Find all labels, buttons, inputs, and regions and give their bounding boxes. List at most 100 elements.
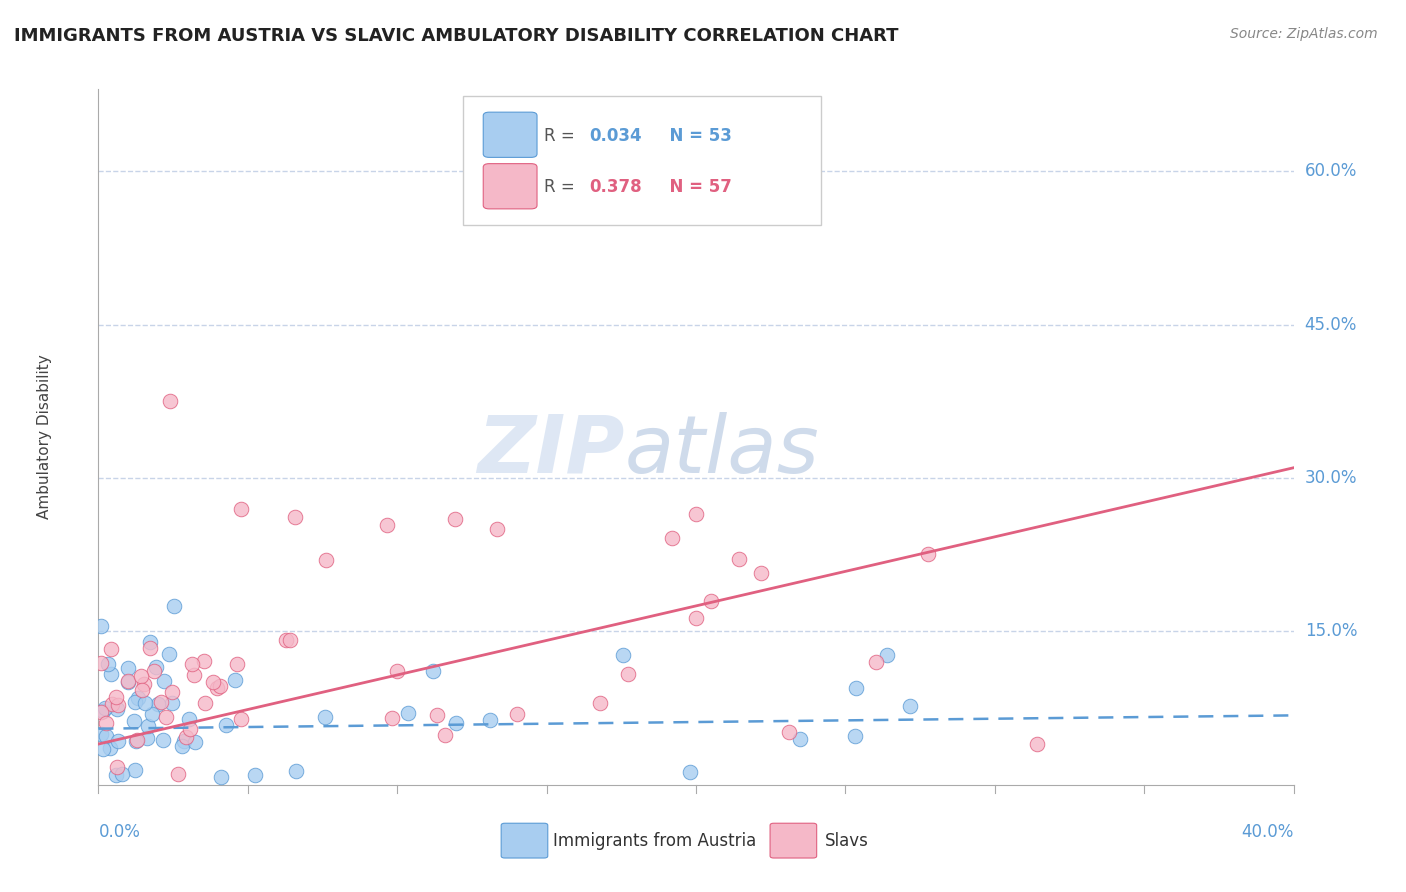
Point — [845, 681, 868, 695]
Point — [284, 510, 307, 524]
Point — [101, 697, 124, 711]
Text: ZIP: ZIP — [477, 412, 624, 490]
Point — [96, 729, 118, 743]
Text: Immigrants from Austria: Immigrants from Austria — [553, 831, 756, 849]
Point — [588, 697, 610, 711]
Text: 45.0%: 45.0% — [1305, 316, 1357, 334]
Point — [207, 681, 229, 695]
FancyBboxPatch shape — [484, 163, 537, 209]
Point — [180, 657, 202, 672]
Text: Source: ZipAtlas.com: Source: ZipAtlas.com — [1230, 27, 1378, 41]
Point — [751, 566, 773, 581]
Text: IMMIGRANTS FROM AUSTRIA VS SLAVIC AMBULATORY DISABILITY CORRELATION CHART: IMMIGRANTS FROM AUSTRIA VS SLAVIC AMBULA… — [14, 27, 898, 45]
Text: R =: R = — [544, 178, 581, 196]
Text: 40.0%: 40.0% — [1241, 823, 1294, 841]
Point — [91, 705, 114, 719]
Point — [134, 697, 156, 711]
Point — [127, 733, 149, 747]
Point — [612, 648, 634, 662]
Point — [157, 647, 180, 661]
Point — [685, 507, 707, 521]
Point — [194, 697, 217, 711]
FancyBboxPatch shape — [484, 112, 537, 157]
FancyBboxPatch shape — [463, 96, 821, 225]
Point — [90, 727, 112, 741]
Point — [865, 656, 887, 670]
Point — [90, 657, 112, 671]
Point — [700, 594, 723, 608]
Text: atlas: atlas — [624, 412, 820, 490]
Point — [898, 698, 921, 713]
Text: 15.0%: 15.0% — [1305, 623, 1357, 640]
Point — [125, 734, 148, 748]
Point — [90, 619, 112, 633]
Point — [117, 660, 139, 674]
Point — [100, 667, 122, 681]
Point — [209, 679, 232, 693]
Point — [172, 739, 194, 754]
Point — [789, 732, 811, 747]
Text: N = 53: N = 53 — [658, 127, 731, 145]
Text: 0.0%: 0.0% — [98, 823, 141, 841]
Point — [444, 512, 467, 526]
Point — [617, 667, 640, 681]
Point — [177, 712, 200, 726]
Point — [778, 725, 800, 739]
Point — [105, 768, 128, 782]
Point — [139, 634, 162, 648]
Point — [105, 701, 128, 715]
Point — [124, 763, 146, 777]
Point — [145, 660, 167, 674]
Point — [193, 654, 215, 668]
Point — [506, 707, 529, 722]
Point — [661, 531, 683, 545]
Point — [104, 690, 127, 705]
Point — [152, 732, 174, 747]
Point — [146, 698, 169, 712]
Point — [375, 518, 398, 533]
Point — [155, 709, 177, 723]
Point — [844, 730, 866, 744]
Text: 0.378: 0.378 — [589, 178, 643, 196]
Point — [141, 707, 163, 722]
Point — [129, 668, 152, 682]
Point — [209, 770, 232, 784]
Point — [387, 664, 409, 678]
Point — [422, 664, 444, 678]
Point — [153, 673, 176, 688]
FancyBboxPatch shape — [501, 823, 548, 858]
Point — [278, 633, 301, 648]
Point — [215, 718, 238, 732]
Point — [160, 697, 183, 711]
Point — [107, 698, 129, 713]
Point — [274, 632, 297, 647]
Point — [91, 742, 114, 756]
Point — [107, 734, 129, 748]
Point — [226, 657, 249, 672]
Point — [201, 675, 224, 690]
Point — [485, 522, 508, 536]
Text: N = 57: N = 57 — [658, 178, 731, 196]
Point — [142, 664, 165, 678]
Point — [285, 764, 308, 779]
Point — [426, 708, 449, 723]
Point — [149, 695, 172, 709]
Point — [111, 767, 134, 781]
Point — [98, 740, 121, 755]
Point — [314, 709, 336, 723]
Point — [184, 735, 207, 749]
Point — [685, 610, 707, 624]
Point — [97, 657, 120, 672]
Point — [124, 695, 146, 709]
Point — [231, 712, 253, 726]
Point — [90, 705, 112, 719]
Point — [315, 553, 337, 567]
Text: 0.034: 0.034 — [589, 127, 643, 145]
Point — [917, 547, 939, 561]
Point — [166, 767, 188, 781]
Point — [136, 719, 159, 733]
Point — [127, 691, 149, 706]
Point — [105, 760, 128, 774]
Point — [173, 733, 195, 747]
Point — [381, 710, 404, 724]
